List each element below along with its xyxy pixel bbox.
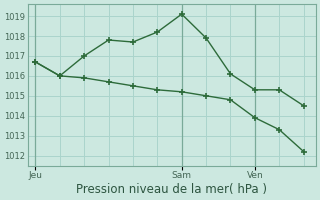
X-axis label: Pression niveau de la mer( hPa ): Pression niveau de la mer( hPa ) <box>76 183 268 196</box>
